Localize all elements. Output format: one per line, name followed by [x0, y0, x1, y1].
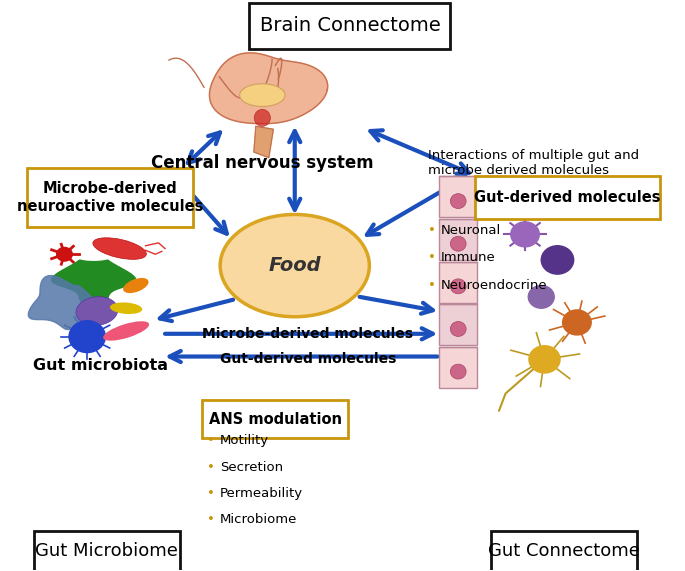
FancyBboxPatch shape — [439, 176, 477, 218]
Text: Gut-derived molecules: Gut-derived molecules — [219, 352, 396, 367]
FancyBboxPatch shape — [439, 304, 477, 345]
Text: Interactions of multiple gut and
microbe derived molecules: Interactions of multiple gut and microbe… — [427, 150, 639, 178]
Text: Gut Connectome: Gut Connectome — [488, 542, 640, 560]
Ellipse shape — [450, 194, 466, 208]
Ellipse shape — [450, 364, 466, 379]
FancyBboxPatch shape — [249, 3, 451, 49]
Text: Neuronal: Neuronal — [440, 224, 501, 237]
Ellipse shape — [123, 278, 149, 293]
Text: Immune: Immune — [440, 251, 495, 264]
FancyBboxPatch shape — [439, 347, 477, 388]
Text: •: • — [207, 435, 215, 447]
Ellipse shape — [93, 238, 147, 259]
Text: ANS modulation: ANS modulation — [209, 412, 342, 427]
Circle shape — [511, 222, 539, 247]
Ellipse shape — [220, 215, 369, 317]
Circle shape — [528, 286, 554, 308]
Polygon shape — [52, 260, 136, 307]
Text: Neuroendocrine: Neuroendocrine — [440, 279, 547, 292]
Text: Gut-derived molecules: Gut-derived molecules — [474, 190, 660, 205]
Text: Gut microbiota: Gut microbiota — [33, 357, 168, 372]
Text: •: • — [207, 461, 215, 473]
Text: Brain Connectome: Brain Connectome — [260, 17, 440, 35]
Circle shape — [541, 246, 573, 274]
Polygon shape — [254, 126, 273, 158]
Ellipse shape — [76, 297, 118, 325]
Text: •: • — [427, 224, 436, 237]
Circle shape — [69, 321, 105, 352]
Text: •: • — [207, 513, 215, 526]
Ellipse shape — [450, 321, 466, 336]
Polygon shape — [28, 276, 99, 329]
Text: •: • — [427, 279, 436, 292]
FancyBboxPatch shape — [34, 531, 179, 571]
Circle shape — [562, 310, 591, 335]
FancyBboxPatch shape — [439, 262, 477, 303]
Text: Microbiome: Microbiome — [220, 513, 297, 526]
Text: Food: Food — [269, 256, 321, 275]
Ellipse shape — [103, 321, 149, 341]
Circle shape — [57, 247, 72, 261]
Text: Gut Microbiome: Gut Microbiome — [35, 542, 178, 560]
Text: •: • — [207, 486, 215, 500]
Text: Secretion: Secretion — [220, 461, 284, 473]
Polygon shape — [210, 53, 327, 124]
Circle shape — [529, 345, 560, 373]
FancyBboxPatch shape — [439, 219, 477, 260]
Text: Microbe-derived
neuroactive molecules: Microbe-derived neuroactive molecules — [16, 181, 203, 214]
Ellipse shape — [450, 236, 466, 251]
Ellipse shape — [450, 279, 466, 294]
Ellipse shape — [254, 110, 271, 126]
FancyBboxPatch shape — [27, 168, 192, 227]
Text: Central nervous system: Central nervous system — [151, 154, 373, 172]
FancyBboxPatch shape — [475, 176, 660, 219]
Ellipse shape — [110, 303, 142, 314]
Ellipse shape — [240, 84, 285, 107]
Text: Permeability: Permeability — [220, 486, 303, 500]
Text: Microbe-derived molecules: Microbe-derived molecules — [202, 327, 413, 341]
Text: Motility: Motility — [220, 435, 269, 447]
Text: •: • — [427, 251, 436, 264]
FancyBboxPatch shape — [202, 400, 348, 439]
FancyBboxPatch shape — [491, 531, 637, 571]
